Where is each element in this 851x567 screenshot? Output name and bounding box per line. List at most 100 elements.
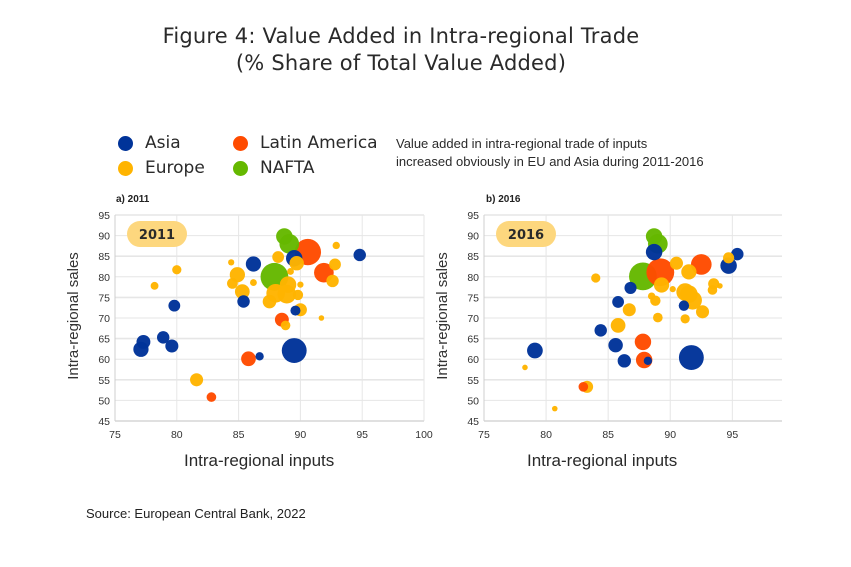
x-tick-label-2016-3: 90 <box>664 429 676 441</box>
bubble-asia-2016-19 <box>643 356 653 366</box>
bubble-europe-2016-33 <box>653 312 663 323</box>
y-tick-label-2016-9: 50 <box>467 395 479 407</box>
bubble-europe-2011-22 <box>279 276 297 293</box>
y-tick-label-2011-4: 75 <box>98 292 110 304</box>
x-tick-label-2016-2: 85 <box>602 429 614 441</box>
bubble-europe-2016-38 <box>669 286 676 293</box>
x-tick-label-2011-0: 75 <box>109 429 121 441</box>
bubble-asia-2011-15 <box>136 334 151 349</box>
y-tick-label-2016-10: 45 <box>467 416 479 428</box>
bubble-asia-2016-17 <box>624 281 637 294</box>
bubble-asia-2016-11 <box>731 247 744 261</box>
bubble-europe-2011-32 <box>292 289 304 301</box>
bubble-europe-2016-39 <box>717 283 723 289</box>
y-tick-label-2011-1: 90 <box>98 231 110 243</box>
bubble-asia-2011-10 <box>245 256 262 272</box>
bubble-asia-2016-14 <box>617 354 631 368</box>
y-tick-label-2011-8: 55 <box>98 375 110 387</box>
bubble-europe-2011-38 <box>228 259 235 266</box>
y-tick-label-2016-5: 70 <box>467 313 479 325</box>
figure-title-line-2: (% Share of Total Value Added) <box>235 51 567 75</box>
bubble-europe-2016-26 <box>610 318 626 333</box>
bubble-asia-2016-18 <box>678 300 690 311</box>
bubble-asia-2016-8 <box>678 345 704 370</box>
bubble-europe-2011-24 <box>234 284 250 299</box>
x-axis-label-2011: Intra-regional inputs <box>184 451 335 470</box>
y-tick-label-2011-10: 45 <box>98 416 110 428</box>
y-tick-label-2011-6: 65 <box>98 334 110 346</box>
year-badge-text-2016: 2016 <box>508 228 544 243</box>
bubble-asia-2011-19 <box>255 352 264 361</box>
y-axis-label-2011: Intra-regional sales <box>65 252 82 380</box>
bubble-asia-2016-15 <box>594 324 607 337</box>
y-tick-label-2016-7: 60 <box>467 354 479 366</box>
y-tick-label-2011-2: 85 <box>98 251 110 263</box>
bubble-asia-2016-16 <box>612 296 625 308</box>
bubble-asia-2016-13 <box>608 337 623 353</box>
bubble-europe-2016-23 <box>653 277 670 293</box>
y-tick-label-2011-5: 70 <box>98 313 110 325</box>
bubble-europe-2016-22 <box>680 285 698 303</box>
panel-label-2011: a) 2011 <box>116 194 150 205</box>
bubble-asia-2011-17 <box>165 339 179 353</box>
bubble-europe-2016-36 <box>591 273 601 283</box>
x-tick-label-2011-3: 90 <box>295 429 307 441</box>
bubble-europe-2011-37 <box>332 241 340 250</box>
y-tick-label-2011-7: 60 <box>98 354 110 366</box>
bubble-asia-2011-18 <box>290 305 301 316</box>
bubble-europe-2016-40 <box>522 364 528 371</box>
y-tick-label-2016-2: 85 <box>467 251 479 263</box>
bubble-europe-2011-26 <box>289 255 304 271</box>
bubble-europe-2011-25 <box>262 294 277 309</box>
bubble-nafta-2016-2 <box>645 228 663 245</box>
legend-dot-europe-icon <box>118 160 133 176</box>
x-tick-label-2011-5: 100 <box>415 429 433 441</box>
bubble-europe-2011-29 <box>227 278 238 289</box>
legend-label-latin-america: Latin America <box>260 133 378 153</box>
bubble-latin-america-2016-5 <box>634 333 652 351</box>
legend-dot-asia-icon <box>118 135 133 151</box>
bubble-europe-2016-25 <box>669 256 683 270</box>
bubble-europe-2016-27 <box>622 303 636 317</box>
chart-legend: Asia Latin America Europe NAFTA <box>118 130 388 190</box>
legend-item-nafta: NAFTA <box>233 158 315 178</box>
source-note: Source: European Central Bank, 2022 <box>86 506 306 521</box>
legend-label-europe: Europe <box>145 158 205 178</box>
bubble-europe-2011-31 <box>329 258 341 271</box>
year-badge-2016 <box>496 221 556 247</box>
bubble-europe-2011-30 <box>326 274 339 288</box>
legend-dot-latin-america-icon <box>233 135 248 151</box>
bubble-europe-2011-40 <box>287 268 294 275</box>
bubble-europe-2011-35 <box>172 265 182 275</box>
bubble-asia-2016-12 <box>527 342 543 359</box>
bubble-asia-2011-8 <box>281 338 307 363</box>
legend-dot-nafta-icon <box>233 160 248 176</box>
y-tick-label-2016-0: 95 <box>467 210 479 222</box>
bubble-europe-2011-41 <box>297 281 304 288</box>
bubble-nafta-2011-2 <box>276 228 293 245</box>
x-tick-label-2016-1: 80 <box>540 429 552 441</box>
bubble-asia-2016-9 <box>645 243 663 261</box>
legend-label-asia: Asia <box>145 133 181 153</box>
x-tick-label-2011-4: 95 <box>356 429 368 441</box>
bubble-europe-2011-28 <box>272 251 285 263</box>
y-tick-label-2016-3: 80 <box>467 272 479 284</box>
bubble-europe-2011-34 <box>280 320 291 331</box>
bubble-europe-2016-24 <box>681 264 697 280</box>
y-tick-label-2016-1: 90 <box>467 231 479 243</box>
x-tick-label-2016-4: 95 <box>726 429 738 441</box>
bubble-latin-america-2016-3 <box>646 258 675 287</box>
y-axis-label-2016: Intra-regional sales <box>434 252 451 380</box>
bubble-europe-2011-36 <box>150 281 159 290</box>
bubble-latin-america-2011-6 <box>241 351 256 367</box>
bubble-europe-2016-30 <box>723 252 735 264</box>
bubble-europe-2016-34 <box>680 314 690 324</box>
annotation-note-line-1: Value added in intra-regional trade of i… <box>396 136 648 151</box>
figure-title-line-1: Figure 4: Value Added in Intra-regional … <box>162 24 640 48</box>
bubble-latin-america-2016-7 <box>578 381 589 392</box>
legend-item-latin-america: Latin America <box>233 133 378 153</box>
bubble-europe-2011-39 <box>250 279 257 286</box>
annotation-note-line-2: increased obviously in EU and Asia durin… <box>396 154 704 169</box>
